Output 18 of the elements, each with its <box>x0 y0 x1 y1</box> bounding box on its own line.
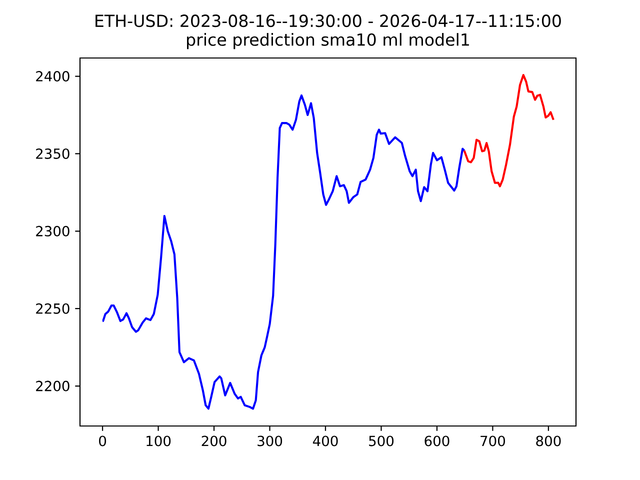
y-tick-label: 2300 <box>36 226 70 236</box>
line-series <box>463 74 554 188</box>
y-tick-label: 2400 <box>36 71 70 82</box>
y-tick-label: 2350 <box>36 148 70 159</box>
x-tick-label: 100 <box>146 436 171 446</box>
x-tick-label: 400 <box>312 436 338 446</box>
x-tick-label: 700 <box>480 436 505 446</box>
chart-title: ETH-USD: 2023-08-16--19:30:00 - 2026-04-17--11:15:00 <box>96 14 561 28</box>
x-tick-label: 600 <box>424 436 450 446</box>
x-tick-label: 300 <box>258 436 282 446</box>
y-tick-label: 2200 <box>36 380 70 392</box>
y-tick-label: 2250 <box>36 303 70 314</box>
x-tick-label: 0 <box>99 436 106 446</box>
x-tick-label: 200 <box>202 436 226 446</box>
x-tick-label: 800 <box>536 436 561 446</box>
x-tick-label: 500 <box>369 436 394 446</box>
line-series <box>102 94 466 410</box>
chart-subtitle: price prediction sma10 ml model1 <box>187 33 469 50</box>
